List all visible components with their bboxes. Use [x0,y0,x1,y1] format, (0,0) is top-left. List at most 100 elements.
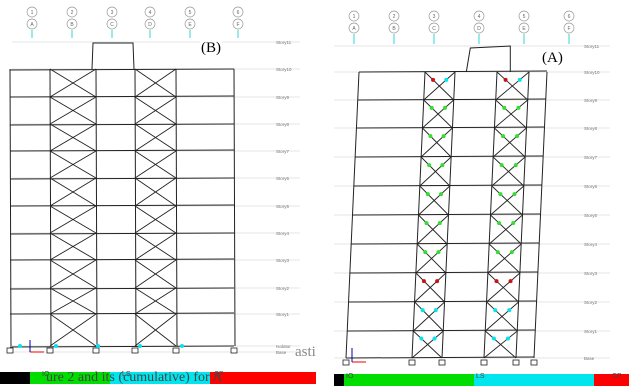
column [345,71,360,359]
story-label: Story2 [276,286,290,291]
brace [49,96,97,125]
brace [49,150,97,179]
grid-label: 6 [237,10,240,16]
story-label: Isolator [276,344,291,349]
grid-bubble [563,10,575,22]
support-icon [230,347,238,354]
brace [134,313,177,347]
floor-beam [9,232,235,235]
hinge-marker [513,163,518,168]
brace [134,259,177,289]
brace [49,68,97,98]
hinge-marker [420,308,425,313]
hinge-legend-b: IO LS CP [0,371,316,384]
support-icon [512,359,520,366]
support-icon [438,359,446,366]
hinge-marker [427,163,432,168]
hinge-marker [500,134,505,139]
story-label: Story8 [584,126,598,131]
grid-sublabel: A [30,22,34,28]
grid-sublabel: C [110,22,114,28]
brace [49,205,97,234]
grid-sublabel: F [567,26,570,32]
story-label: Story8 [276,122,290,127]
support-icon [480,359,488,366]
brace [491,156,526,187]
hinge-marker [495,250,500,255]
hinge-marker [431,77,436,82]
brace [494,99,528,129]
legend-cp-label-a: CP [612,373,622,380]
hinge-marker [432,336,437,341]
brace [49,259,97,289]
hinge-marker [512,192,517,197]
support-icon [172,347,180,354]
floor-beam [358,70,548,73]
grid-label: 6 [568,14,571,20]
hinge-marker [442,105,447,110]
grid-sublabel: D [477,26,481,32]
grid-label: 1 [31,10,34,16]
grid-bubble [518,10,530,22]
grid-bubble [106,18,118,30]
hinge-marker [517,77,522,82]
brace [134,287,177,315]
brace [49,313,97,347]
story-label: Story3 [584,271,598,276]
floor-beam [345,356,535,359]
grid-bubble [184,6,196,18]
support-icon [92,347,100,354]
floor-beam [9,287,235,290]
story-label: Story6 [584,184,598,189]
column [9,68,12,347]
story-label: Story2 [584,300,598,305]
grid-label: 4 [149,10,152,16]
grid-label: 5 [189,10,192,16]
legend-io-label: IO [42,371,50,378]
brace [492,127,527,158]
legend-ls-label: LS [122,371,131,378]
brace [420,127,453,158]
grid-sublabel: F [236,22,239,28]
brace [49,232,97,261]
penthouse-frame [465,45,511,73]
brace [416,214,449,245]
story-label: Story3 [276,258,290,263]
floor-beam [9,123,235,126]
grid-label: 2 [393,14,396,20]
grid-bubble [144,6,156,18]
story-label: Story11 [584,44,600,49]
brace [49,287,97,315]
floor-beam [9,68,235,71]
support-icon [342,359,350,366]
story-label: Story11 [276,40,292,45]
grid-bubble [106,6,118,18]
brace [134,177,177,207]
grid-bubble [232,18,244,30]
grid-label: 1 [353,14,356,20]
panel-label-a: (A) [541,50,564,67]
floor-beam [347,329,536,332]
hinge-marker [440,163,445,168]
story-label: Story10 [276,67,292,72]
hinge-marker [491,336,496,341]
model-view-a: 1 A 2 B 3 C 4 D 5 E 6 F Story11 Story10 Story9 Story8 St… [334,0,629,366]
hinge-marker [515,134,520,139]
brace [495,71,530,101]
floor-beam [352,213,541,216]
hinge-marker [423,250,428,255]
floor-beam [349,271,538,274]
floor-beam [355,155,544,158]
brace [134,96,177,125]
brace [412,301,445,332]
hinge-marker [516,105,521,110]
grid-sublabel: E [188,22,192,28]
brace [419,156,452,187]
hinge-marker [437,221,442,226]
brace [485,301,519,332]
hinge-marker [494,279,499,284]
legend-cp-label: CP [214,371,224,378]
grid-bubble [66,18,78,30]
grid-bubble [388,10,400,22]
grid-bubble [428,22,440,34]
